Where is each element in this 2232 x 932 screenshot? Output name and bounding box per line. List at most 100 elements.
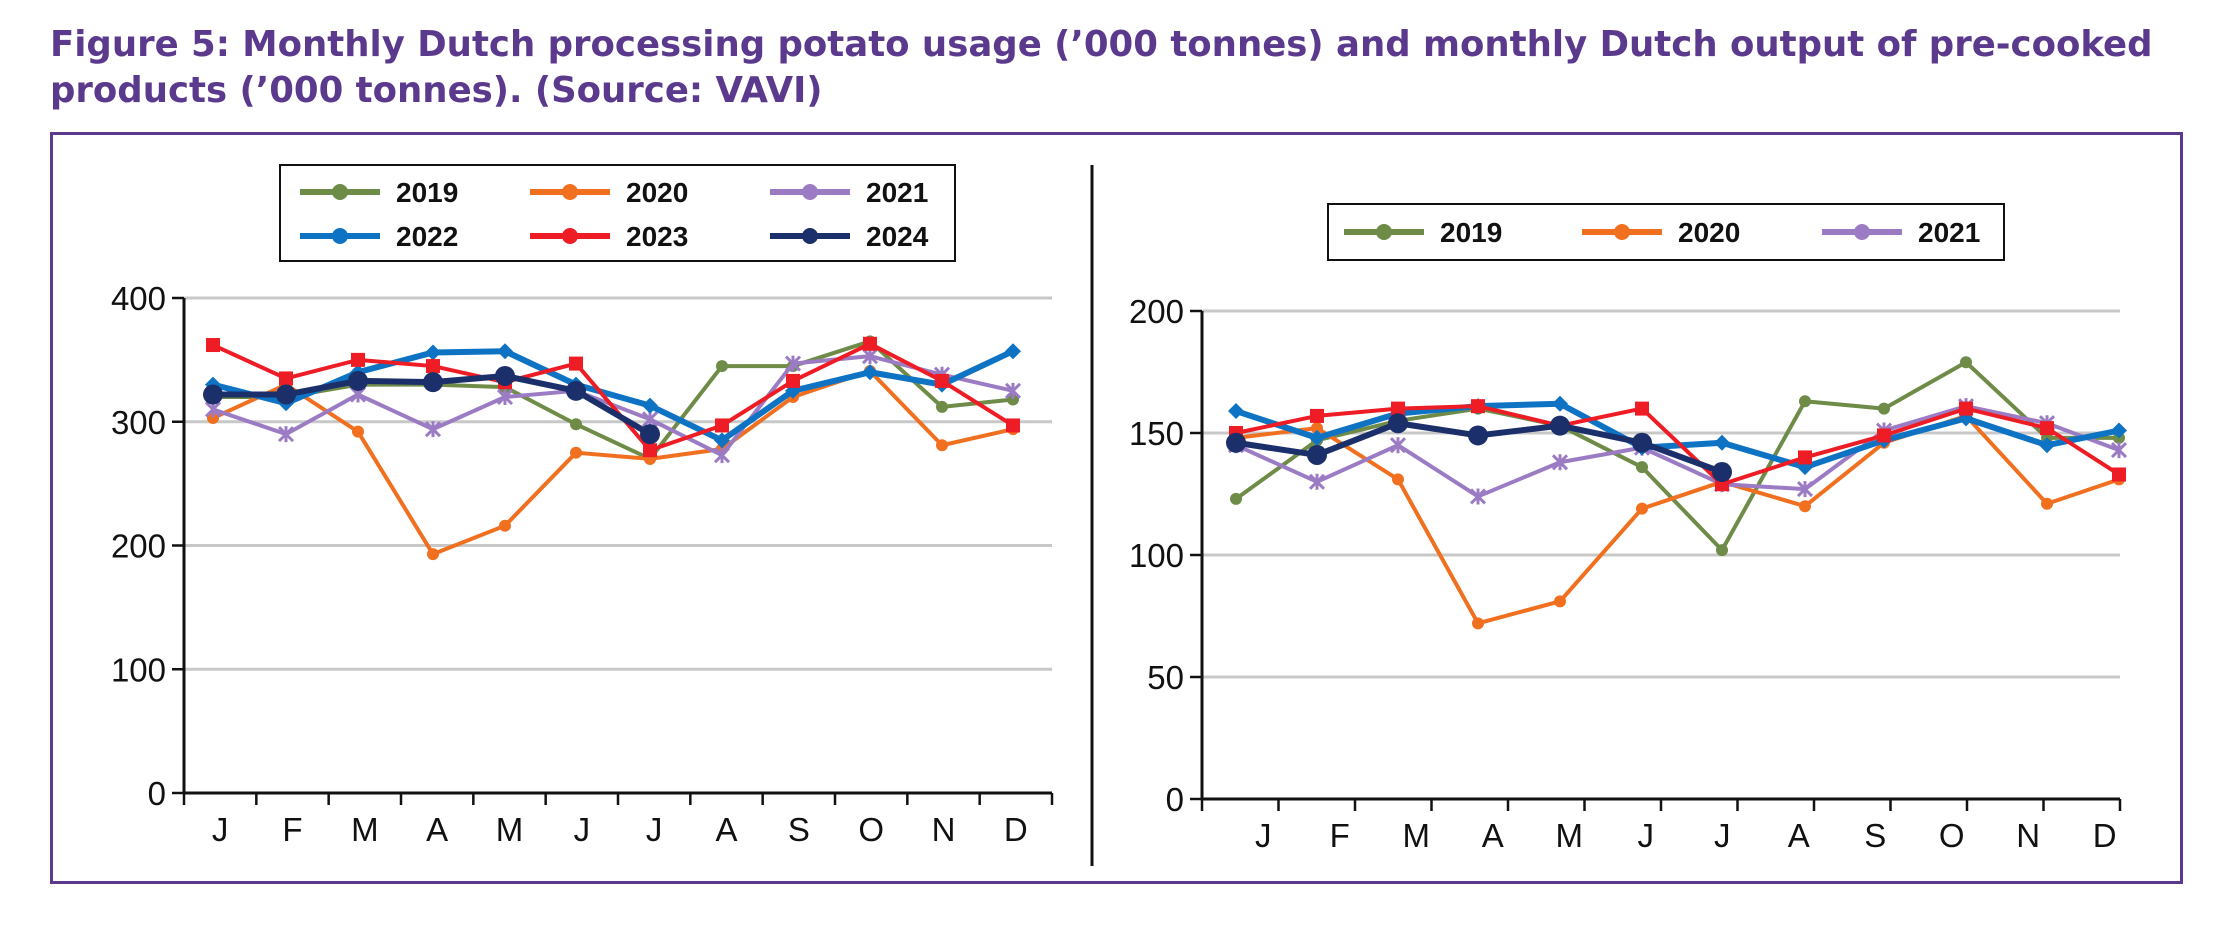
data-point <box>1472 617 1484 630</box>
data-point <box>1799 500 1811 513</box>
data-point <box>642 397 658 414</box>
data-point <box>1388 413 1408 434</box>
data-point <box>203 384 223 405</box>
data-point <box>1230 492 1242 505</box>
x-tick-label: F <box>1330 817 1350 854</box>
data-point <box>207 412 219 425</box>
data-point <box>2111 422 2127 439</box>
data-point <box>1878 402 1890 415</box>
series-line-2021 <box>1234 404 2121 499</box>
chart-panel-2: 0 50 100 150 200 J F M A M J J A S O N D 2019 2020 2021 <box>1129 203 2128 854</box>
data-point <box>1006 418 1020 433</box>
chart-panel-1: 0 100 200 300 400 J F M A M J J A S O N D 2019 2020 2021 202… <box>111 164 1054 848</box>
y-tick-label: 150 <box>1129 415 1184 452</box>
data-point <box>713 447 731 464</box>
series-line-2020 <box>211 369 1015 557</box>
data-point <box>348 370 368 391</box>
x-tick-label: J <box>1255 817 1272 854</box>
legend-marker <box>562 228 578 244</box>
x-tick-label: A <box>1788 817 1810 854</box>
data-point <box>1468 425 1488 446</box>
y-tick-label: 100 <box>1129 537 1184 574</box>
x-tick-label: M <box>351 811 379 848</box>
data-point <box>1552 395 1568 412</box>
data-point <box>1798 450 1812 465</box>
data-point <box>1309 429 1325 446</box>
data-point <box>1004 382 1022 399</box>
y-tick-label: 200 <box>111 528 166 565</box>
data-point <box>643 443 657 458</box>
data-point <box>1228 403 1244 420</box>
data-point <box>1716 544 1728 557</box>
legend-box <box>279 164 956 262</box>
data-point <box>423 372 443 393</box>
legend-label: 2021 <box>866 177 928 208</box>
legend-marker <box>562 184 578 200</box>
y-tick-label: 0 <box>1166 781 1184 818</box>
series-line-2020 <box>1234 413 2121 626</box>
data-point <box>862 364 878 381</box>
series-line-2023 <box>1234 404 2121 487</box>
data-point <box>569 356 583 371</box>
legend: 2019 2020 2021 <box>1327 203 2005 261</box>
data-point <box>2110 442 2128 459</box>
y-tick-label: 300 <box>111 404 166 441</box>
data-point <box>1714 434 1730 451</box>
data-point <box>1554 595 1566 608</box>
data-point <box>2112 467 2126 482</box>
figure-title: Figure 5: Monthly Dutch processing potat… <box>50 24 2153 111</box>
x-tick-label: J <box>574 811 591 848</box>
y-tick-label: 400 <box>111 280 166 317</box>
x-tick-label: J <box>1637 817 1654 854</box>
legend-label: 2020 <box>626 177 688 208</box>
data-point <box>1635 401 1649 416</box>
legend-label: 2019 <box>396 177 458 208</box>
data-point <box>1960 356 1972 369</box>
x-tick-label: N <box>932 811 956 848</box>
x-tick-label: J <box>1714 817 1731 854</box>
data-point <box>279 371 293 386</box>
data-point <box>1712 462 1732 483</box>
legend: 2019 2020 2021 2022 2023 2024 <box>279 164 956 262</box>
data-point <box>1796 481 1814 498</box>
legend-box <box>1327 203 2005 261</box>
data-point <box>935 373 949 388</box>
x-tick-label: S <box>1864 817 1886 854</box>
x-tick-label: O <box>1939 817 1965 854</box>
series-2024 <box>203 365 660 445</box>
data-point <box>276 384 296 405</box>
data-point <box>1310 408 1324 423</box>
data-point <box>1550 415 1570 436</box>
data-point <box>716 360 728 373</box>
data-point <box>497 343 513 360</box>
legend-label: 2022 <box>396 221 458 252</box>
legend-marker <box>332 184 348 200</box>
data-point <box>1226 432 1246 453</box>
data-point <box>1636 461 1648 474</box>
series-2024 <box>1226 413 1732 483</box>
y-tick-label: 100 <box>111 651 166 688</box>
legend-item-2023: 2023 <box>530 221 688 252</box>
x-tick-label: S <box>788 811 810 848</box>
legend-label: 2019 <box>1440 217 1502 248</box>
data-point <box>2039 437 2055 454</box>
data-point <box>1471 399 1485 414</box>
y-tick-label: 200 <box>1129 293 1184 330</box>
legend-item-2020: 2020 <box>530 177 688 208</box>
legend-marker <box>802 228 818 244</box>
x-tick-label: N <box>2016 817 2040 854</box>
data-point <box>640 424 660 445</box>
series-line-2019 <box>1234 360 2121 553</box>
data-point <box>936 400 948 413</box>
x-tick-label: F <box>282 811 302 848</box>
data-point <box>1311 422 1323 435</box>
data-point <box>1551 454 1569 471</box>
data-point <box>351 352 365 367</box>
data-point <box>424 421 442 438</box>
x-tick-label: J <box>646 811 663 848</box>
legend-item-2021: 2021 <box>1822 217 1980 248</box>
x-tick-label: M <box>1402 817 1430 854</box>
y-tick-label: 0 <box>148 775 166 812</box>
legend-marker <box>1376 224 1392 240</box>
